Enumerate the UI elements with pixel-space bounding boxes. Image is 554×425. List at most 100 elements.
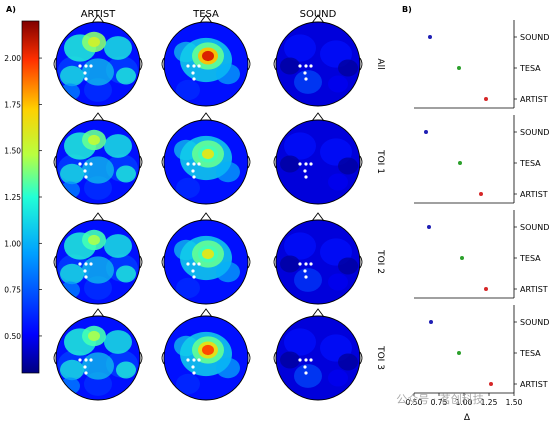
data-point-tesa <box>457 351 461 355</box>
electrode-marker <box>192 77 196 81</box>
left-ear-outline <box>273 57 277 71</box>
head-outline <box>55 315 141 401</box>
topoplot <box>273 112 363 205</box>
nose-outline <box>311 308 325 318</box>
electrode-marker <box>304 64 308 68</box>
electrode-marker <box>89 162 93 166</box>
nose-outline <box>91 14 105 24</box>
data-point-tesa <box>457 66 461 70</box>
y-tick-label: SOUND <box>520 33 549 42</box>
data-point-artist <box>479 192 483 196</box>
electrode-marker <box>78 358 82 362</box>
electrode-marker <box>186 262 190 266</box>
topoplot <box>273 14 363 107</box>
electrode-marker <box>303 269 307 273</box>
dot-plot-panel: SOUND TESA ARTIST <box>414 305 549 394</box>
x-tick-label: 0.75 <box>431 398 448 407</box>
electrode-marker <box>84 175 88 179</box>
row-label-all: All <box>375 58 385 69</box>
electrode-marker <box>304 175 308 179</box>
electrode-marker <box>309 358 313 362</box>
left-ear-outline <box>53 57 57 71</box>
dot-plot-panel: SOUND TESA ARTIST <box>414 210 549 299</box>
left-ear-outline <box>273 351 277 365</box>
nose-outline <box>311 112 325 122</box>
electrode-marker <box>192 64 196 68</box>
nose-outline <box>199 308 213 318</box>
right-ear-outline <box>139 255 143 269</box>
head-outline <box>275 21 361 107</box>
electrode-marker <box>298 64 302 68</box>
electrode-marker <box>191 71 195 75</box>
electrode-marker <box>186 64 190 68</box>
electrode-marker <box>197 262 201 266</box>
electrode-marker <box>298 358 302 362</box>
electrode-marker <box>304 262 308 266</box>
electrode-marker <box>83 269 87 273</box>
head-outline <box>163 119 249 205</box>
electrode-marker <box>192 262 196 266</box>
electrode-marker <box>78 262 82 266</box>
data-point-artist <box>484 287 488 291</box>
y-tick-label: TESA <box>519 254 541 263</box>
right-ear-outline <box>359 57 363 71</box>
right-ear-outline <box>139 155 143 169</box>
electrode-marker <box>186 162 190 166</box>
dot-plot-panel: SOUND TESA ARTIST <box>414 20 549 109</box>
electrode-marker <box>84 358 88 362</box>
panel-a-label: A) <box>6 5 16 14</box>
electrode-marker <box>83 169 87 173</box>
left-ear-outline <box>53 255 57 269</box>
row-label-toi2: TOI 2 <box>375 249 385 274</box>
electrode-marker <box>186 358 190 362</box>
head-outline <box>163 21 249 107</box>
head-outline <box>163 219 249 305</box>
head-outline <box>275 119 361 205</box>
right-ear-outline <box>247 255 251 269</box>
electrode-marker <box>303 169 307 173</box>
nose-outline <box>311 212 325 222</box>
head-outline <box>55 219 141 305</box>
electrode-marker <box>84 162 88 166</box>
left-ear-outline <box>273 255 277 269</box>
electrode-marker <box>83 365 87 369</box>
colorbar-tick-label: 2.00 <box>4 54 21 63</box>
electrode-marker <box>192 175 196 179</box>
colorbar-tick-label: 1.25 <box>4 193 21 202</box>
electrode-marker <box>84 64 88 68</box>
head-outline <box>55 21 141 107</box>
colorbar-tick-label: 0.50 <box>4 332 21 341</box>
y-tick-label: ARTIST <box>520 95 548 104</box>
left-ear-outline <box>161 57 165 71</box>
row-label-toi3: TOI 3 <box>375 345 385 370</box>
left-ear-outline <box>161 155 165 169</box>
y-tick-label: SOUND <box>520 223 549 232</box>
y-tick-label: ARTIST <box>520 190 548 199</box>
electrode-marker <box>83 71 87 75</box>
electrode-marker <box>78 162 82 166</box>
electrode-marker <box>192 371 196 375</box>
topoplot <box>273 308 363 401</box>
data-point-tesa <box>458 161 462 165</box>
electrode-marker <box>304 371 308 375</box>
electrode-marker <box>84 262 88 266</box>
right-ear-outline <box>359 255 363 269</box>
left-ear-outline <box>53 155 57 169</box>
electrode-marker <box>303 71 307 75</box>
y-tick-label: TESA <box>519 349 541 358</box>
x-tick-label: 1.50 <box>506 398 523 407</box>
data-point-artist <box>484 97 488 101</box>
electrode-marker <box>191 169 195 173</box>
dot-plot-panel: SOUND TESA ARTIST <box>414 115 549 204</box>
column-header-tesa: TESA <box>192 9 219 20</box>
right-ear-outline <box>247 57 251 71</box>
nose-outline <box>199 14 213 24</box>
nose-outline <box>199 212 213 222</box>
watermark: 公众号 · 茗创科技 <box>396 392 484 406</box>
electrode-marker <box>298 162 302 166</box>
head-outline <box>275 315 361 401</box>
topoplot <box>273 212 363 305</box>
electrode-marker <box>192 275 196 279</box>
right-ear-outline <box>139 351 143 365</box>
